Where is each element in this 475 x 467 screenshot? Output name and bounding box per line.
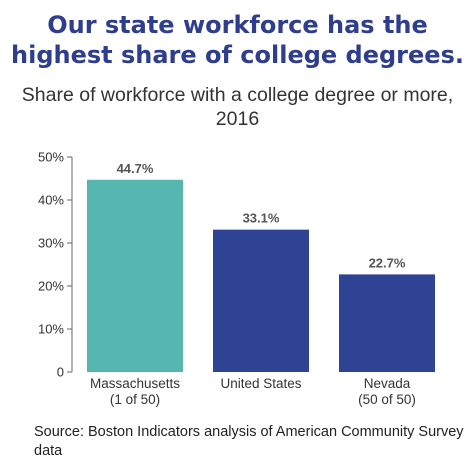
bar [339,274,435,372]
chart-subtitle: Share of workforce with a college degree… [21,84,454,130]
y-tick-label: 10% [38,322,64,337]
category-label: (50 of 50) [358,392,416,407]
bar [213,229,309,372]
data-labels: 44.7% 33.1% 22.7% [117,161,406,271]
y-tick-label: 50% [38,150,64,165]
source-note: Source: Boston Indicators analysis of Am… [34,424,464,459]
bar-value-label: 44.7% [117,161,154,176]
category-label: United States [220,376,301,391]
chart-title: Our state workforce has the highest shar… [11,11,464,69]
bar-value-label: 22.7% [369,255,406,270]
y-axis-ticks: 0 10% 20% 30% 40% 50% [38,150,72,380]
bars [87,179,435,372]
category-label: Nevada [364,376,411,391]
y-tick-label: 30% [38,236,64,251]
bar-value-label: 33.1% [243,211,280,226]
category-labels: Massachusetts(1 of 50) United States Nevad… [90,376,416,407]
y-tick-label: 40% [38,193,64,208]
bar-chart: 0 10% 20% 30% 40% 50% 44.7% 33.1% 22.7% Massach… [38,150,435,407]
y-tick-label: 20% [38,279,64,294]
category-label: Massachusetts [90,376,180,391]
bar [87,179,183,372]
y-tick-label: 0 [57,365,64,380]
category-label: (1 of 50) [110,392,160,407]
